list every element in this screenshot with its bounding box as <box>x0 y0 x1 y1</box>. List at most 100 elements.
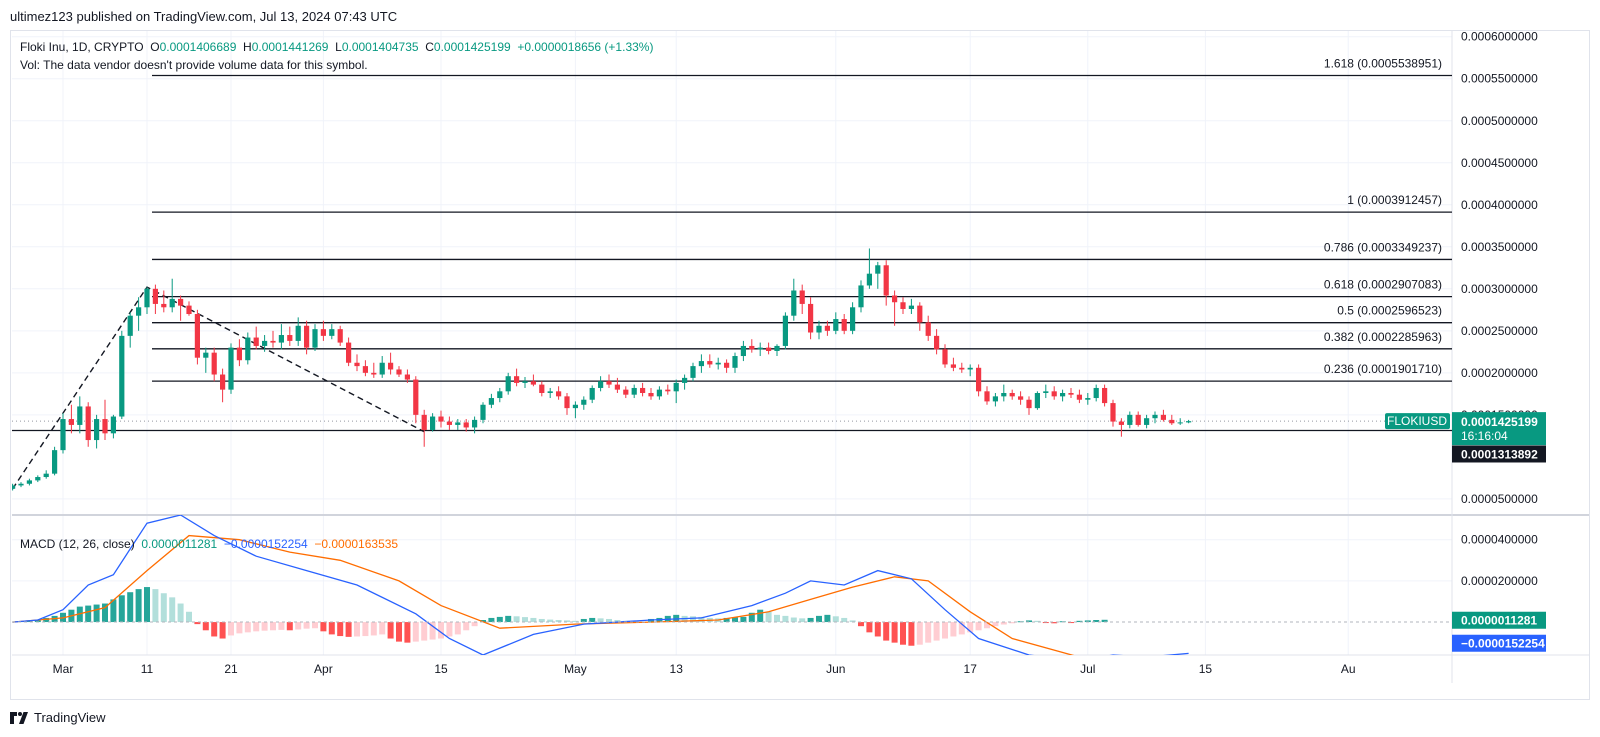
macd-line-value: −0.0000152254 <box>223 537 308 551</box>
candle-body <box>824 325 830 331</box>
candle <box>505 372 511 395</box>
macd-hist-bar <box>572 620 579 623</box>
macd-hist-bar <box>614 620 621 623</box>
candle <box>1152 411 1158 424</box>
candle <box>94 414 100 449</box>
macd-hist-bar <box>135 589 142 623</box>
macd-hist-value: 0.0000011281 <box>141 537 218 551</box>
candle-body <box>934 335 940 350</box>
publisher-line: ultimez123 published on TradingView.com,… <box>10 9 398 24</box>
macd-hist-bar <box>110 599 117 623</box>
candle-body <box>379 362 385 375</box>
candle <box>522 377 528 388</box>
candle <box>110 414 116 439</box>
candle-body <box>346 342 352 363</box>
macd-hist-bar <box>169 597 176 623</box>
macd-hist-bar <box>43 617 50 623</box>
macd-hist-bar <box>580 618 587 623</box>
candle-body <box>144 288 150 308</box>
candle <box>1060 389 1066 402</box>
candle-body <box>572 404 578 409</box>
candle <box>1018 391 1024 405</box>
candle <box>1186 419 1192 424</box>
candle-body <box>262 340 268 346</box>
candle-body <box>875 265 881 274</box>
macd-hist-bar <box>1076 620 1083 623</box>
macd-hist-bar <box>765 611 772 623</box>
candle-body <box>623 389 629 395</box>
candle <box>270 330 276 348</box>
macd-hist-bar <box>916 622 923 645</box>
candle-body <box>362 366 368 373</box>
candle-body <box>1127 414 1133 425</box>
candle-body <box>430 416 436 430</box>
candle <box>598 376 604 392</box>
candle-body <box>68 419 74 425</box>
macd-hist-bar <box>320 622 327 632</box>
macd-hist-bar <box>757 609 764 623</box>
candle <box>396 366 402 378</box>
macd-line-axis-label: −0.0000152254 <box>1461 637 1545 651</box>
grid <box>12 31 1452 655</box>
candle <box>1085 393 1091 405</box>
candle-body <box>892 295 898 303</box>
candle <box>1001 384 1007 402</box>
price-tick-label: 0.0002500000 <box>1461 324 1538 338</box>
footer-brand[interactable]: TradingView <box>10 710 106 725</box>
macd-hist-bar <box>480 620 486 623</box>
price-tick-label: 0.0003000000 <box>1461 282 1538 296</box>
candle <box>774 344 780 357</box>
candle-body <box>984 391 990 402</box>
candle <box>824 320 830 336</box>
macd-hist-bar <box>1034 620 1041 623</box>
trend-line <box>12 286 425 490</box>
symbol-label[interactable]: Floki Inu, 1D, CRYPTO <box>20 40 144 54</box>
macd-hist-bar <box>606 618 612 623</box>
macd-pane <box>12 515 1189 655</box>
macd-hist-bar <box>244 622 251 633</box>
candle <box>539 381 545 397</box>
candle-body <box>665 389 671 392</box>
candle <box>1009 389 1015 400</box>
macd-hist-bar <box>631 621 638 623</box>
candle-body <box>1186 421 1192 423</box>
current-price-label: 0.0001425199 <box>1461 415 1538 429</box>
candle-body <box>220 374 226 390</box>
candle <box>362 360 368 377</box>
candle <box>1026 396 1032 415</box>
macd-hist-axis-label: 0.0000011281 <box>1461 614 1537 628</box>
candle <box>1110 399 1116 427</box>
macd-hist-bar <box>345 622 352 637</box>
candle-body <box>959 367 965 370</box>
candle-body <box>858 285 864 308</box>
symbol-tag-bg <box>1385 413 1450 430</box>
candle-body <box>472 419 478 428</box>
candle-body <box>841 319 847 331</box>
candle <box>236 339 242 367</box>
macd-tick-label: 0.0000400000 <box>1461 533 1538 547</box>
candle-body <box>1135 414 1141 425</box>
candle-body <box>1009 393 1015 397</box>
candle <box>564 393 570 415</box>
close-value: 0.0001425199 <box>433 40 511 54</box>
candle <box>690 362 696 382</box>
candle-body <box>35 477 41 481</box>
candle <box>766 342 772 355</box>
candle-body <box>967 367 973 370</box>
macd-title[interactable]: MACD (12, 26, close) <box>20 537 135 551</box>
candle-body <box>337 329 343 343</box>
macd-hist-bar <box>202 622 209 631</box>
macd-hist-bar <box>538 618 545 623</box>
candle-body <box>85 406 91 441</box>
candle <box>883 260 889 306</box>
candle <box>959 362 965 373</box>
price-legend: Floki Inu, 1D, CRYPTO O0.0001406689 H0.0… <box>20 40 653 54</box>
macd-hist-bar <box>908 622 915 646</box>
candle-body <box>60 419 66 451</box>
brand-label: TradingView <box>34 710 106 725</box>
macd-hist-bar <box>253 622 260 632</box>
tradingview-logo-icon <box>10 711 28 724</box>
candle-body <box>950 364 956 368</box>
candle-body <box>757 347 763 350</box>
